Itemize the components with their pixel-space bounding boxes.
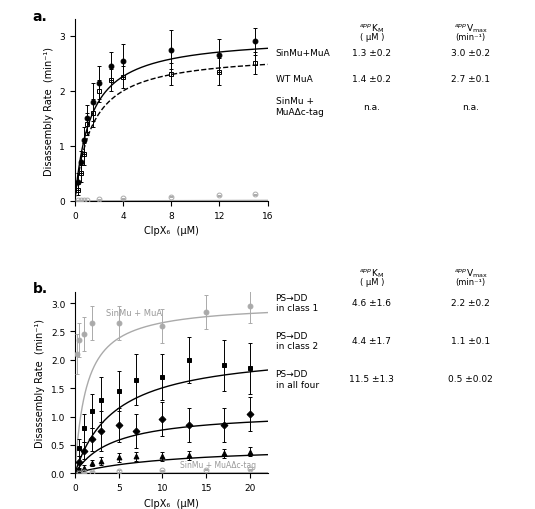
- Text: WT MuA: WT MuA: [276, 74, 312, 83]
- Text: (min⁻¹): (min⁻¹): [456, 277, 486, 287]
- Text: PS→DD
in all four: PS→DD in all four: [276, 370, 319, 389]
- Text: 4.6 ±1.6: 4.6 ±1.6: [353, 298, 391, 307]
- Text: SinMu + MuA: SinMu + MuA: [105, 308, 162, 317]
- Text: n.a.: n.a.: [462, 102, 479, 111]
- Text: $^{app}$V$_\mathregular{max}$: $^{app}$V$_\mathregular{max}$: [454, 23, 488, 36]
- Text: SinMu+MuA: SinMu+MuA: [276, 49, 330, 58]
- Text: $^{app}$V$_\mathregular{max}$: $^{app}$V$_\mathregular{max}$: [454, 267, 488, 280]
- Text: PS→DD
in class 1: PS→DD in class 1: [276, 293, 318, 313]
- X-axis label: ClpX₆  (μM): ClpX₆ (μM): [144, 498, 198, 507]
- Text: a.: a.: [33, 10, 47, 23]
- Text: (min⁻¹): (min⁻¹): [456, 33, 486, 42]
- Text: ( μM ): ( μM ): [360, 33, 384, 42]
- Text: b.: b.: [33, 281, 48, 295]
- Text: 2.7 ±0.1: 2.7 ±0.1: [452, 74, 490, 83]
- Text: 2.2 ±0.2: 2.2 ±0.2: [452, 298, 490, 307]
- Y-axis label: Disassembly Rate  (min⁻¹): Disassembly Rate (min⁻¹): [44, 47, 54, 175]
- Text: SinMu +
MuAΔc-tag: SinMu + MuAΔc-tag: [276, 97, 324, 117]
- Text: 11.5 ±1.3: 11.5 ±1.3: [349, 375, 394, 384]
- Text: 0.5 ±0.02: 0.5 ±0.02: [448, 375, 493, 384]
- Text: 4.4 ±1.7: 4.4 ±1.7: [353, 336, 391, 346]
- Text: 1.3 ±0.2: 1.3 ±0.2: [353, 49, 391, 58]
- Text: PS→DD
in class 2: PS→DD in class 2: [276, 331, 318, 351]
- Text: $^{app}$K$_\mathregular{M}$: $^{app}$K$_\mathregular{M}$: [360, 267, 384, 280]
- Text: n.a.: n.a.: [363, 102, 380, 111]
- X-axis label: ClpX₆  (μM): ClpX₆ (μM): [144, 226, 198, 236]
- Text: 3.0 ±0.2: 3.0 ±0.2: [452, 49, 490, 58]
- Text: ( μM ): ( μM ): [360, 277, 384, 287]
- Text: SinMu + MuAΔc-tag: SinMu + MuAΔc-tag: [180, 460, 256, 469]
- Text: 1.4 ±0.2: 1.4 ±0.2: [353, 74, 391, 83]
- Text: $^{app}$K$_\mathregular{M}$: $^{app}$K$_\mathregular{M}$: [360, 23, 384, 36]
- Text: 1.1 ±0.1: 1.1 ±0.1: [451, 336, 491, 346]
- Y-axis label: Disassembly Rate  (min⁻¹): Disassembly Rate (min⁻¹): [35, 319, 45, 447]
